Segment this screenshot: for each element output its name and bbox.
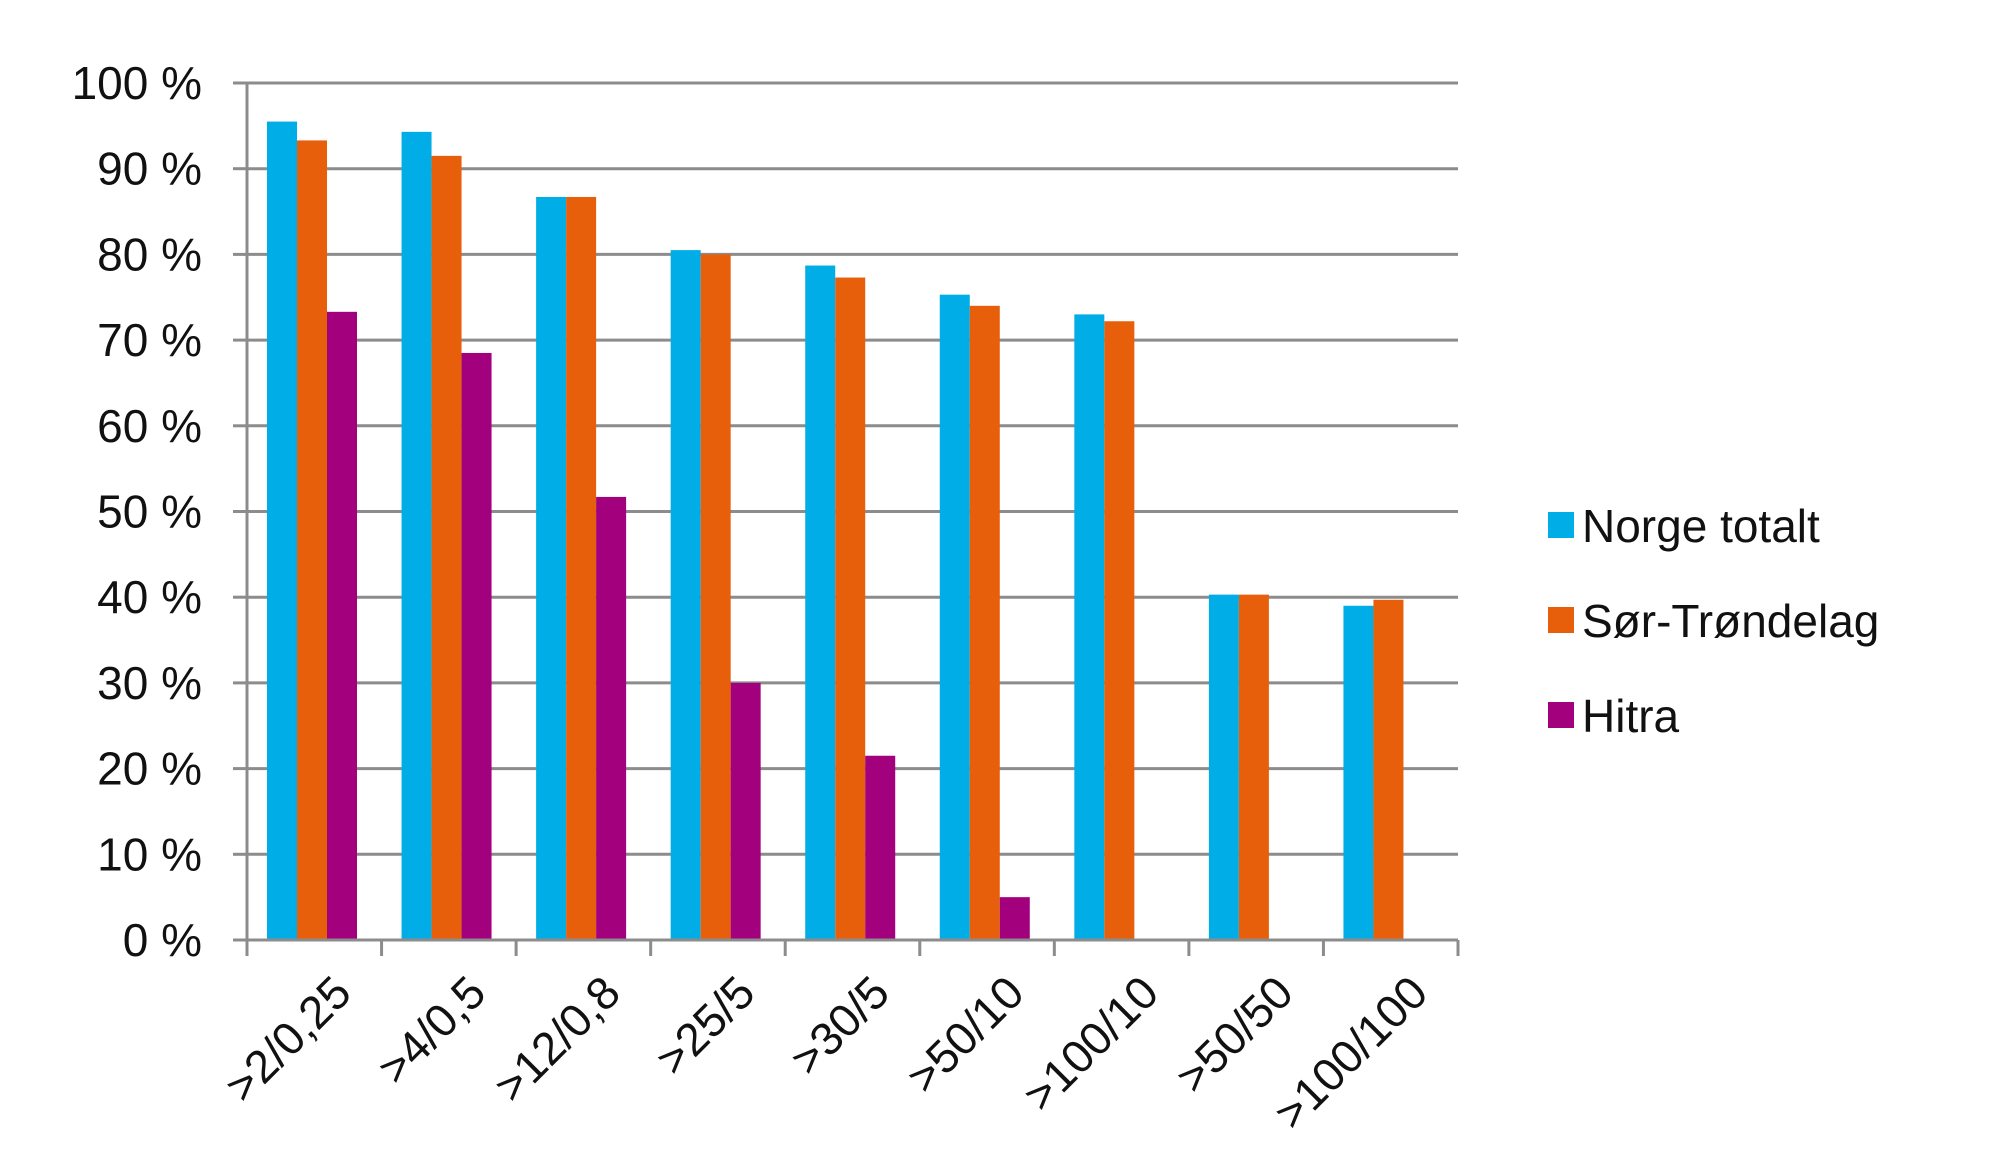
y-tick-label: 70 % — [97, 314, 202, 366]
y-tick-label: 30 % — [97, 657, 202, 709]
y-tick-label: 0 % — [123, 914, 202, 966]
bar — [1343, 605, 1374, 940]
bar — [939, 294, 970, 941]
x-tick-label: >4/0,5 — [367, 966, 495, 1094]
legend-label: Hitra — [1582, 690, 1680, 742]
bar — [327, 311, 357, 941]
bar — [267, 121, 297, 940]
y-tick-label: 80 % — [97, 228, 202, 280]
legend-swatch — [1548, 512, 1574, 538]
y-tick-label: 20 % — [97, 743, 202, 795]
bar — [835, 277, 866, 940]
axes — [233, 81, 1460, 956]
bar — [730, 682, 761, 940]
legend-swatch — [1548, 702, 1574, 728]
bar — [865, 755, 896, 940]
y-tick-label: 50 % — [97, 486, 202, 538]
bar — [1238, 594, 1269, 940]
legend-label: Sør-Trøndelag — [1582, 595, 1879, 647]
x-tick-label: >25/5 — [645, 966, 764, 1085]
bars — [267, 121, 1404, 941]
legend: Norge totalt Sør-Trøndelag Hitra — [1548, 500, 1879, 742]
bar — [431, 155, 462, 941]
bar — [297, 140, 327, 940]
bar — [401, 131, 432, 940]
bar — [1104, 321, 1135, 941]
bar — [999, 897, 1030, 940]
bar — [969, 305, 1000, 940]
bar — [1373, 599, 1404, 940]
x-tick-label: >50/50 — [1166, 966, 1303, 1103]
y-tick-label: 10 % — [97, 828, 202, 880]
legend-swatch — [1548, 607, 1574, 633]
x-tick-label: >100/10 — [1013, 966, 1168, 1121]
x-tick-labels: >2/0,25 >4/0,5>12/0,8 >25/5 >30/5>50/10>100… — [215, 966, 1438, 1139]
x-tick-label: >12/0,8 — [484, 966, 630, 1112]
bar — [461, 352, 492, 941]
bar — [566, 196, 597, 940]
bar — [670, 250, 701, 941]
y-tick-label: 90 % — [97, 143, 202, 195]
legend-label: Norge totalt — [1582, 500, 1820, 552]
y-tick-label: 40 % — [97, 571, 202, 623]
y-tick-label: 100 % — [72, 57, 202, 109]
bar — [1074, 314, 1105, 940]
bar — [805, 265, 836, 940]
bar — [700, 254, 731, 940]
bar — [596, 496, 627, 940]
x-tick-label: >2/0,25 — [215, 966, 361, 1112]
y-tick-label: 60 % — [97, 400, 202, 452]
bar — [536, 196, 567, 940]
y-tick-labels: 0 % 10 % 20 % 30 % 40 % 50 % 60 % 70 % 80 % 90 % 1… — [72, 57, 202, 966]
x-tick-label: >30/5 — [780, 966, 899, 1085]
x-tick-label: >50/10 — [896, 966, 1033, 1103]
bar — [1208, 594, 1239, 940]
